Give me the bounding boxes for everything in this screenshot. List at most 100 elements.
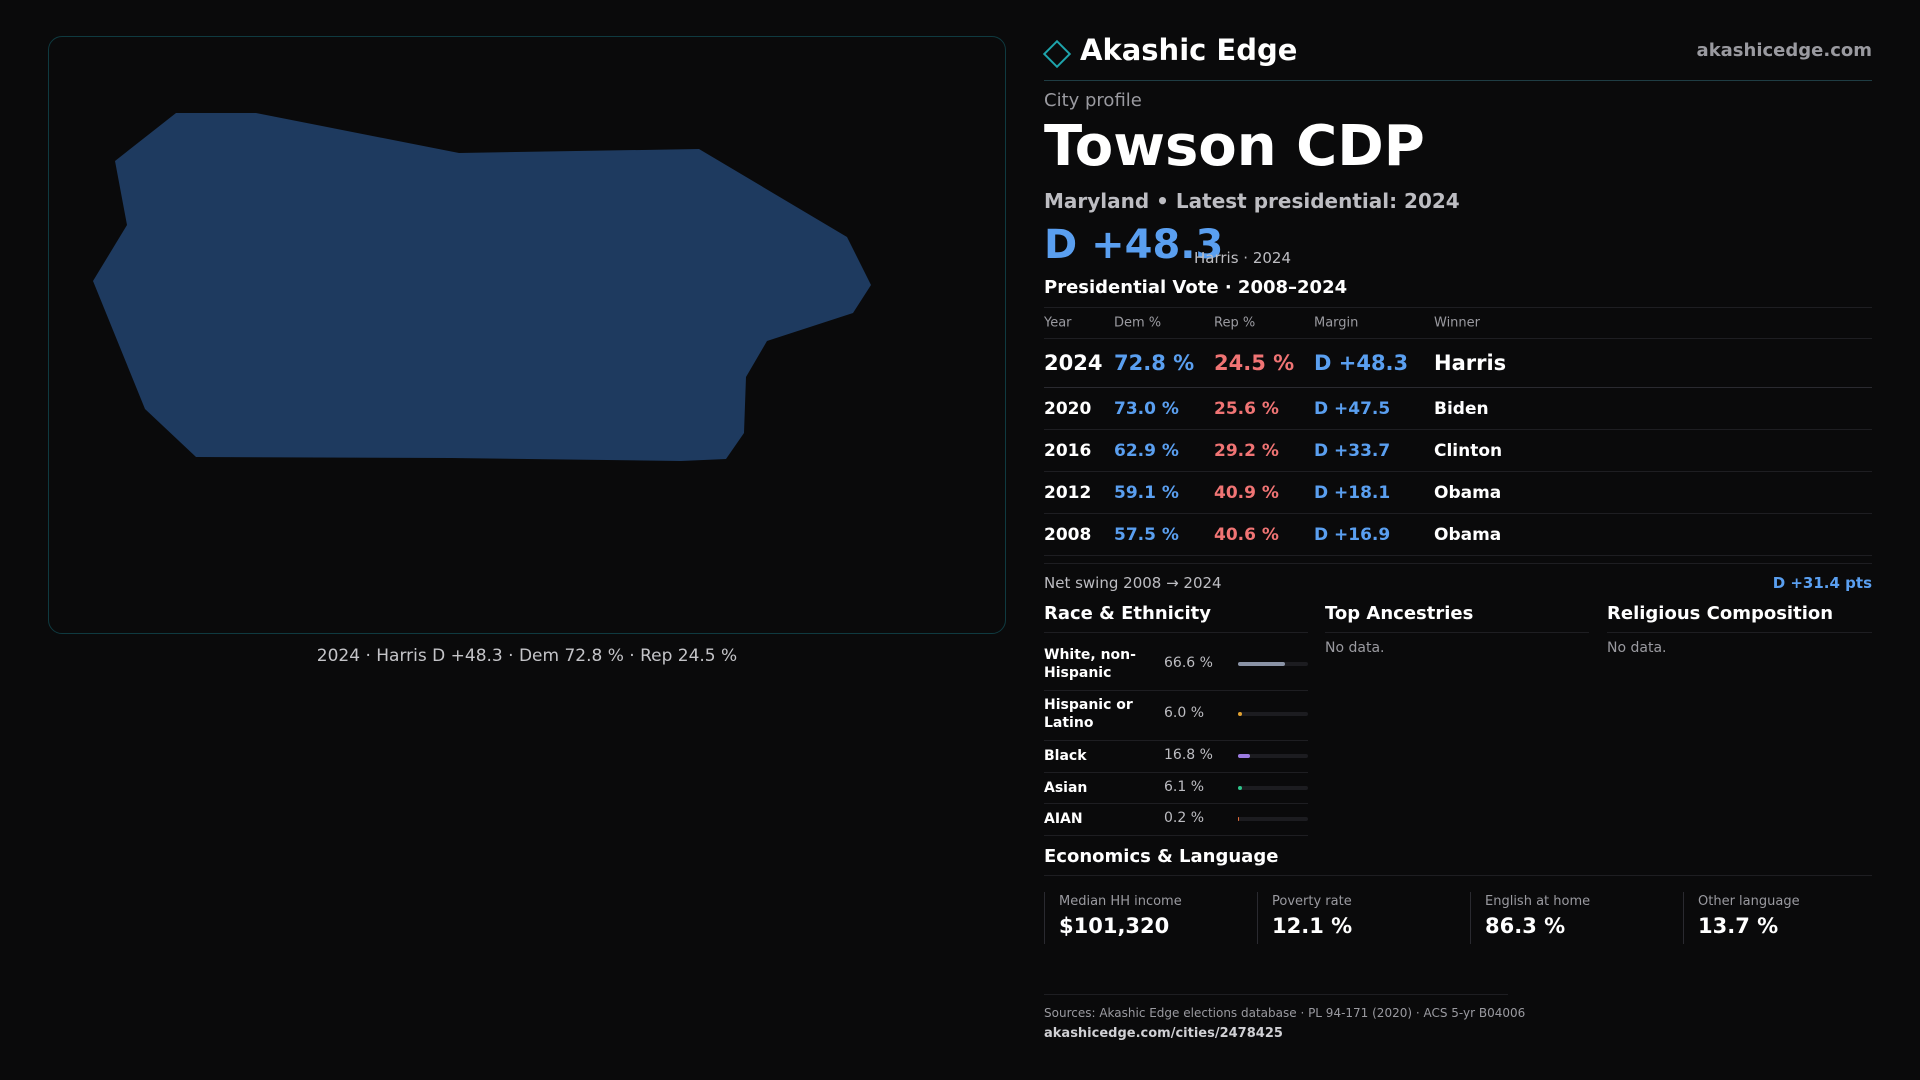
- ancestries-empty: No data.: [1325, 640, 1385, 656]
- stat-label: Poverty rate: [1272, 894, 1352, 909]
- row-winner: Biden: [1434, 398, 1489, 419]
- race-divider: [1044, 632, 1308, 633]
- row-dem: 73.0 %: [1114, 398, 1179, 419]
- ancestries-divider: [1325, 632, 1589, 633]
- net-swing-label: Net swing 2008 → 2024: [1044, 574, 1222, 592]
- economics-divider: [1044, 875, 1872, 876]
- race-bar-fill: [1238, 754, 1250, 758]
- race-bar-track: [1238, 786, 1308, 790]
- row-year: 2012: [1044, 482, 1092, 503]
- ancestries-section-title: Top Ancestries: [1325, 603, 1474, 624]
- vote-section-title: Presidential Vote · 2008–2024: [1044, 277, 1348, 298]
- row-dem: 72.8 %: [1114, 351, 1195, 375]
- latest-margin: D +48.3: [1044, 222, 1224, 268]
- row-rep: 40.9 %: [1214, 482, 1279, 503]
- economics-section-title: Economics & Language: [1044, 846, 1279, 867]
- header-year: Year: [1044, 315, 1072, 331]
- row-dem: 62.9 %: [1114, 440, 1179, 461]
- race-section-title: Race & Ethnicity: [1044, 603, 1211, 624]
- stat-card-income: Median HH income $101,320: [1044, 892, 1257, 944]
- page-eyebrow: City profile: [1044, 90, 1142, 111]
- row-year: 2024: [1044, 351, 1103, 375]
- row-year: 2020: [1044, 398, 1092, 419]
- race-value: 16.8 %: [1164, 747, 1213, 763]
- net-swing-value: D +31.4 pts: [1772, 574, 1872, 592]
- stat-card-other-language: Other language 13.7 %: [1683, 892, 1873, 944]
- race-label: AIAN: [1044, 811, 1083, 827]
- brand-name: Akashic Edge: [1080, 33, 1298, 67]
- map-panel[interactable]: [48, 36, 1006, 634]
- race-bar-fill: [1238, 712, 1243, 716]
- race-row: Black 16.8 %: [1044, 740, 1308, 773]
- row-rep: 40.6 %: [1214, 524, 1279, 545]
- net-swing-row: Net swing 2008 → 2024 D +31.4 pts: [1044, 563, 1872, 592]
- race-bar-fill: [1238, 817, 1240, 821]
- page-title: Towson CDP: [1044, 114, 1425, 179]
- stat-value: 86.3 %: [1485, 914, 1566, 938]
- vote-table: Year Dem % Rep % Margin Winner 2024 72.8…: [1044, 307, 1872, 556]
- race-bar-fill: [1238, 662, 1285, 666]
- race-label: White, non-Hispanic: [1044, 647, 1136, 681]
- row-margin: D +33.7: [1314, 440, 1391, 461]
- vote-table-header: Year Dem % Rep % Margin Winner: [1044, 308, 1872, 339]
- stat-label: Other language: [1698, 894, 1800, 909]
- stat-card-english: English at home 86.3 %: [1470, 892, 1683, 944]
- stat-value: 12.1 %: [1272, 914, 1353, 938]
- race-value: 6.0 %: [1164, 705, 1205, 721]
- stat-label: Median HH income: [1059, 894, 1182, 909]
- race-row: White, non-Hispanic 66.6 %: [1044, 640, 1308, 691]
- row-margin: D +18.1: [1314, 482, 1391, 503]
- row-winner: Clinton: [1434, 440, 1503, 461]
- brand-header: Akashic Edge akashicedge.com: [1042, 30, 1872, 81]
- race-value: 66.6 %: [1164, 655, 1213, 671]
- race-label: Hispanic or Latino: [1044, 697, 1133, 731]
- race-row: Hispanic or Latino 6.0 %: [1044, 690, 1308, 741]
- header-rep: Rep %: [1214, 315, 1256, 331]
- stat-value: $101,320: [1059, 914, 1170, 938]
- row-margin: D +48.3: [1314, 351, 1409, 375]
- religion-empty: No data.: [1607, 640, 1667, 656]
- race-bar-fill: [1238, 786, 1243, 790]
- footer-city-url[interactable]: akashicedge.com/cities/2478425: [1044, 1026, 1283, 1041]
- religion-section-title: Religious Composition: [1607, 603, 1834, 624]
- row-winner: Harris: [1434, 351, 1507, 375]
- row-dem: 59.1 %: [1114, 482, 1179, 503]
- row-margin: D +16.9: [1314, 524, 1391, 545]
- stat-label: English at home: [1485, 894, 1591, 909]
- race-label: Asian: [1044, 780, 1088, 796]
- row-dem: 57.5 %: [1114, 524, 1179, 545]
- header-margin: Margin: [1314, 315, 1359, 331]
- table-row: 2024 72.8 % 24.5 % D +48.3 Harris: [1044, 339, 1872, 388]
- stat-card-poverty: Poverty rate 12.1 %: [1257, 892, 1470, 944]
- race-value: 6.1 %: [1164, 779, 1205, 795]
- race-label: Black: [1044, 748, 1087, 764]
- header-dem: Dem %: [1114, 315, 1162, 331]
- race-bar-track: [1238, 754, 1308, 758]
- table-row: 2016 62.9 % 29.2 % D +33.7 Clinton: [1044, 430, 1872, 472]
- row-rep: 25.6 %: [1214, 398, 1279, 419]
- row-winner: Obama: [1434, 524, 1502, 545]
- footer-divider: [1044, 994, 1508, 995]
- row-year: 2008: [1044, 524, 1092, 545]
- race-row: AIAN 0.2 %: [1044, 803, 1308, 836]
- header-winner: Winner: [1434, 315, 1481, 331]
- table-row: 2020 73.0 % 25.6 % D +47.5 Biden: [1044, 388, 1872, 430]
- race-bar-track: [1238, 712, 1308, 716]
- footer-sources: Sources: Akashic Edge elections database…: [1044, 1006, 1526, 1020]
- diamond-outline-icon: [1042, 39, 1072, 69]
- city-boundary-shape[interactable]: [93, 113, 871, 461]
- row-rep: 29.2 %: [1214, 440, 1279, 461]
- row-year: 2016: [1044, 440, 1092, 461]
- row-margin: D +47.5: [1314, 398, 1391, 419]
- stat-value: 13.7 %: [1698, 914, 1779, 938]
- table-row: 2008 57.5 % 40.6 % D +16.9 Obama: [1044, 514, 1872, 556]
- race-bar-track: [1238, 662, 1308, 666]
- race-value: 0.2 %: [1164, 810, 1205, 826]
- row-winner: Obama: [1434, 482, 1502, 503]
- map-caption: 2024 · Harris D +48.3 · Dem 72.8 % · Rep…: [316, 646, 738, 666]
- city-boundary-map[interactable]: [49, 37, 1006, 634]
- brand-site-link[interactable]: akashicedge.com: [1696, 40, 1872, 61]
- race-row: Asian 6.1 %: [1044, 772, 1308, 804]
- religion-divider: [1607, 632, 1872, 633]
- row-rep: 24.5 %: [1214, 351, 1295, 375]
